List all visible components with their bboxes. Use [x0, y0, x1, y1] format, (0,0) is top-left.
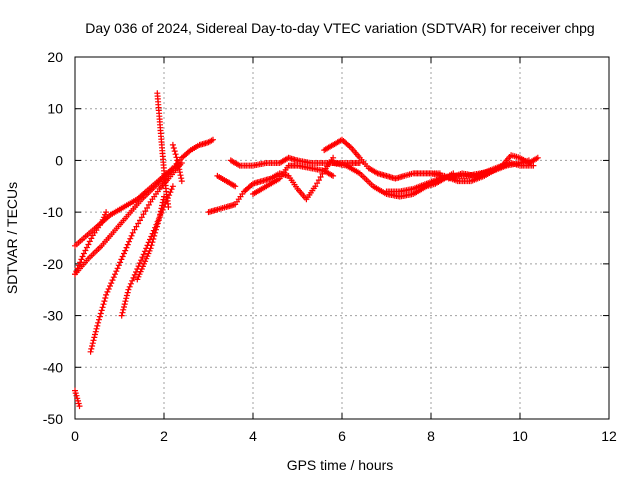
- chart-title: Day 036 of 2024, Sidereal Day-to-day VTE…: [85, 20, 594, 36]
- plus-markers: [154, 90, 172, 210]
- grid-layer: [75, 57, 609, 419]
- series-track-m: [250, 162, 337, 197]
- series-track-k: [205, 154, 337, 216]
- y-tick-label: 20: [47, 49, 63, 65]
- series-track-j: [214, 172, 239, 190]
- series-track-a: [72, 136, 216, 249]
- x-tick-label: 12: [601, 428, 617, 444]
- series-track-g: [154, 90, 172, 210]
- data-points: [72, 90, 541, 410]
- plus-markers: [321, 136, 443, 182]
- plus-markers: [72, 387, 83, 410]
- y-tick-label: -50: [43, 411, 63, 427]
- plus-markers: [72, 162, 181, 278]
- x-tick-label: 10: [512, 428, 528, 444]
- series-track-h: [169, 141, 185, 185]
- y-axis-label: SDTVAR / TECUs: [4, 182, 20, 294]
- x-tick-label: 0: [71, 428, 79, 444]
- y-tick-label: 10: [47, 101, 63, 117]
- plus-markers: [205, 154, 337, 216]
- y-tick-label: -30: [43, 308, 63, 324]
- plus-markers: [169, 141, 185, 185]
- plus-markers: [87, 160, 185, 355]
- axis-layer: 0 2 4 6 8 10 12 -50 -40 -30 -20 -10 0 10 20: [43, 49, 617, 444]
- series-track-d: [87, 160, 185, 355]
- y-tick-label: -10: [43, 204, 63, 220]
- series-track-n: [321, 136, 443, 182]
- x-tick-label: 4: [249, 428, 257, 444]
- series-track-c: [72, 162, 181, 278]
- y-tick-label: 0: [55, 152, 63, 168]
- x-tick-label: 8: [427, 428, 435, 444]
- y-tick-label: -40: [43, 359, 63, 375]
- x-axis-label: GPS time / hours: [287, 457, 394, 473]
- y-tick-label: -20: [43, 256, 63, 272]
- plus-markers: [134, 193, 167, 283]
- plus-markers: [72, 136, 216, 249]
- plus-markers: [214, 172, 239, 190]
- series-track-i: [72, 387, 83, 410]
- plus-markers: [250, 162, 337, 197]
- series-track-f: [134, 193, 167, 283]
- x-tick-label: 6: [338, 428, 346, 444]
- series-track-r: [445, 152, 541, 182]
- x-tick-label: 2: [160, 428, 168, 444]
- plus-markers: [445, 152, 541, 182]
